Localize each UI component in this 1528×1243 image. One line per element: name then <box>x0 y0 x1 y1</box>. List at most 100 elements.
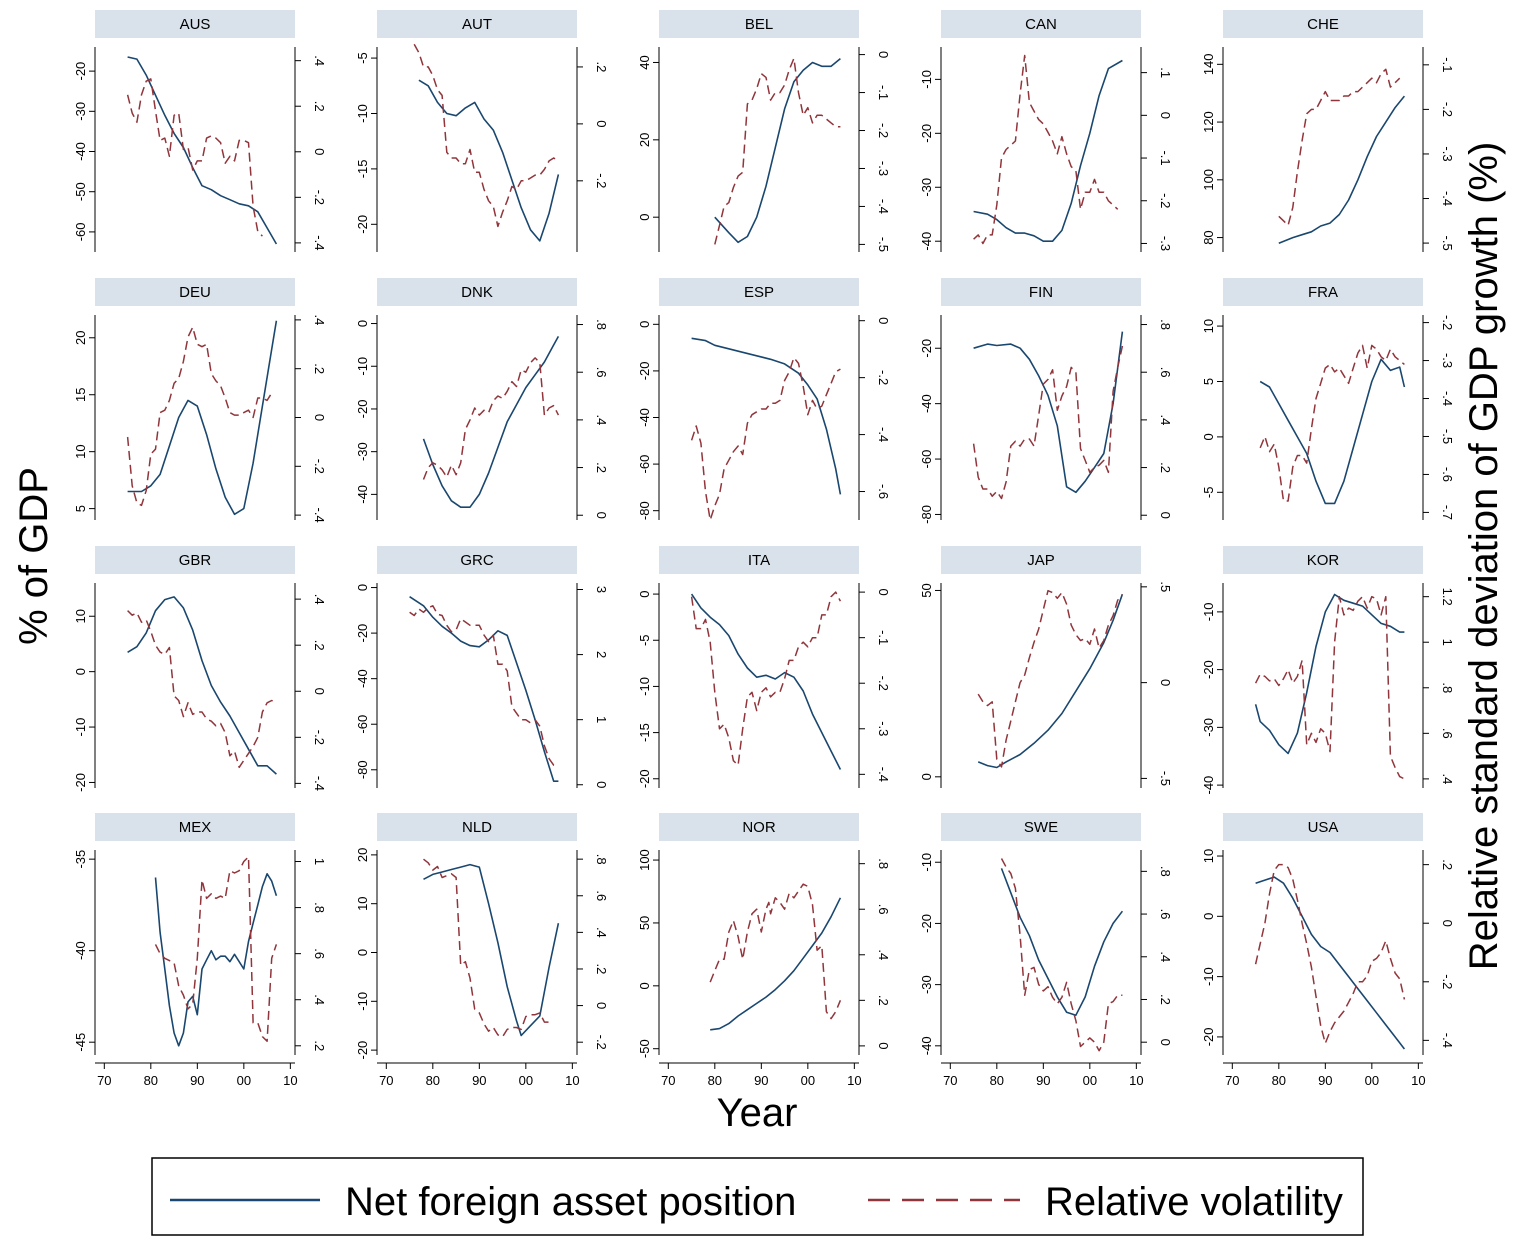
right-tick-label: 0 <box>594 1002 609 1009</box>
series-relative-volatility <box>126 326 273 507</box>
right-tick-label: .4 <box>312 314 327 325</box>
panel-strip <box>1223 10 1423 38</box>
panel-title: FRA <box>1308 284 1338 301</box>
panel-strip <box>377 546 577 574</box>
right-tick-label: .8 <box>1440 682 1455 693</box>
panel-title: JAP <box>1027 552 1055 569</box>
x-tick-label: 00 <box>801 1073 815 1088</box>
panel-title: CHE <box>1307 16 1339 33</box>
right-tick-label: 3 <box>594 586 609 593</box>
x-tick-label: 70 <box>943 1073 957 1088</box>
panel-jap: JAP 50 0 .5 0 -.5 <box>919 546 1173 788</box>
right-tick-label: .4 <box>312 994 327 1005</box>
panel-title: SWE <box>1024 819 1058 836</box>
series-relative-volatility <box>972 345 1124 500</box>
x-tick-label: 90 <box>1318 1073 1332 1088</box>
x-tick-label: 10 <box>1129 1073 1143 1088</box>
x-tick-label: 80 <box>1272 1073 1286 1088</box>
series-relative-volatility <box>714 57 841 245</box>
panel-strip <box>1223 546 1423 574</box>
left-tick-label: -10 <box>73 718 88 737</box>
left-tick-label: -20 <box>919 914 934 933</box>
right-tick-label: -.3 <box>1440 353 1455 368</box>
left-tick-label: -10 <box>1201 602 1216 621</box>
left-tick-label: -20 <box>1201 1028 1216 1047</box>
panel-usa: USA 10 0 -10 -20 .2 0 -.2 -.4 70 80 90 00 10 <box>1201 813 1455 1088</box>
right-tick-label: .2 <box>1158 462 1173 473</box>
left-tick-label: 10 <box>355 896 370 910</box>
right-tick-label: 2 <box>594 651 609 658</box>
right-tick-label: 0 <box>594 120 609 127</box>
x-tick-label: 90 <box>472 1073 486 1088</box>
right-tick-label: -.4 <box>312 776 327 791</box>
right-tick-label: .6 <box>1158 909 1173 920</box>
right-tick-label: -.5 <box>876 237 891 252</box>
x-tick-label: 70 <box>1225 1073 1239 1088</box>
left-tick-label: 120 <box>1201 111 1216 133</box>
x-tick-label: 80 <box>990 1073 1004 1088</box>
right-tick-label: -.1 <box>876 630 891 645</box>
series-relative-volatility <box>127 610 277 769</box>
panel-strip <box>941 10 1141 38</box>
legend-box <box>151 1157 1364 1236</box>
panel-strip <box>95 278 295 306</box>
left-tick-label: -35 <box>73 850 88 869</box>
panel-strip <box>659 813 859 841</box>
left-tick-label: -20 <box>355 215 370 234</box>
series-relative-volatility <box>709 883 842 1020</box>
right-tick-label: .4 <box>594 414 609 425</box>
series-net-foreign-asset-position <box>422 336 560 509</box>
right-tick-label: .4 <box>312 55 327 66</box>
right-tick-label: .2 <box>312 363 327 374</box>
panel-fin: FIN -20 -40 -60 -80 .8 .6 .4 .2 0 <box>919 278 1173 524</box>
right-tick-label: -.5 <box>1440 236 1455 251</box>
panel-title: GRC <box>460 552 494 569</box>
series-net-foreign-asset-position <box>714 57 841 244</box>
panel-gbr: GBR 10 0 -10 -20 .4 .2 0 -.2 -.4 <box>73 546 327 792</box>
right-tick-label: 1 <box>312 858 327 865</box>
left-tick-label: -20 <box>1201 660 1216 679</box>
panel-strip <box>941 546 1141 574</box>
x-tick-label: 90 <box>754 1073 768 1088</box>
right-tick-label: -.4 <box>876 427 891 442</box>
left-tick-label: 0 <box>73 668 88 675</box>
panel-title: KOR <box>1307 552 1340 569</box>
right-tick-label: -.4 <box>312 235 327 250</box>
x-tick-label: 90 <box>1036 1073 1050 1088</box>
right-tick-label: -.1 <box>1158 150 1173 165</box>
right-tick-label: .8 <box>1158 319 1173 330</box>
left-tick-label: -30 <box>355 442 370 461</box>
right-tick-label: .2 <box>1158 994 1173 1005</box>
panel-title: DNK <box>461 284 493 301</box>
legend-vol-label: Relative volatility <box>1045 1180 1343 1224</box>
series-net-foreign-asset-position <box>691 337 842 495</box>
panel-strip <box>1223 278 1423 306</box>
right-tick-label: 0 <box>1158 112 1173 119</box>
left-tick-label: 10 <box>73 444 88 458</box>
right-tick-label: 1 <box>1440 639 1455 646</box>
right-tick-label: 1.2 <box>1440 588 1455 606</box>
right-tick-label: -.2 <box>1440 102 1455 117</box>
right-tick-label: -.2 <box>312 459 327 474</box>
panel-swe: SWE -10 -20 -30 -40 .8 .6 .4 .2 0 70 80 90 00 10 <box>919 813 1173 1088</box>
left-tick-label: 15 <box>73 387 88 401</box>
left-tick-label: -40 <box>919 232 934 251</box>
right-tick-label: 0 <box>312 148 327 155</box>
right-tick-label: .8 <box>312 902 327 913</box>
left-tick-label: 0 <box>355 949 370 956</box>
left-tick-label: 50 <box>637 916 652 930</box>
left-tick-label: -80 <box>355 760 370 779</box>
right-tick-label: 0 <box>312 414 327 421</box>
series-net-foreign-asset-position <box>973 331 1124 494</box>
panel-strip <box>1223 813 1423 841</box>
left-tick-label: -20 <box>919 124 934 143</box>
right-tick-label: .2 <box>594 462 609 473</box>
right-tick-label: -.4 <box>312 508 327 523</box>
right-tick-label: -.2 <box>1440 315 1455 330</box>
right-tick-label: 0 <box>312 688 327 695</box>
right-tick-label: -.2 <box>876 123 891 138</box>
right-tick-label: .6 <box>594 367 609 378</box>
right-tick-label: .5 <box>1158 581 1173 592</box>
left-tick-label: -15 <box>637 723 652 742</box>
series-net-foreign-asset-position <box>1000 868 1124 1017</box>
